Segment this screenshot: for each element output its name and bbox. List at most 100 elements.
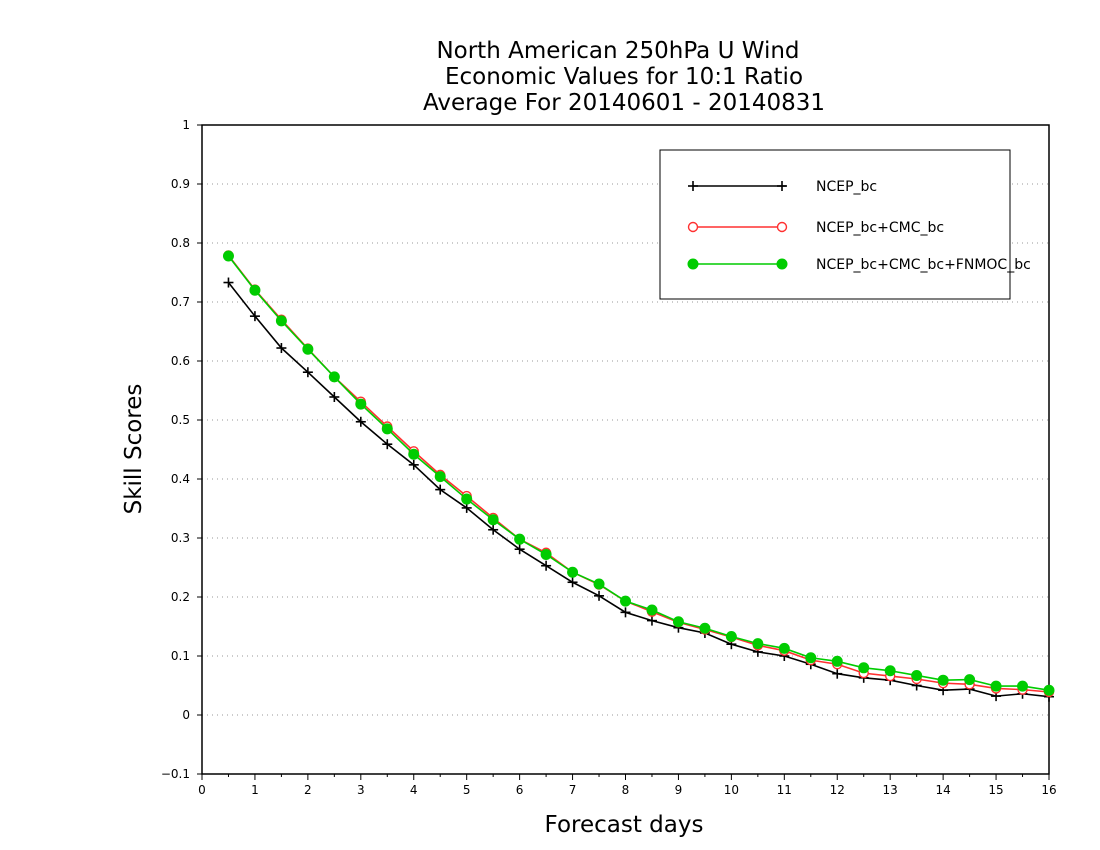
data-point-plus bbox=[276, 343, 287, 354]
data-point-dot bbox=[222, 250, 234, 262]
y-tick-label: 0.2 bbox=[171, 590, 190, 604]
data-point-plus bbox=[514, 544, 525, 555]
axis-ticks: −0.100.10.20.30.40.50.60.70.80.910 1 2 3 4 5 6… bbox=[161, 118, 1057, 797]
data-point-dot bbox=[434, 471, 446, 483]
x-tick-label: 0 bbox=[198, 783, 206, 797]
y-tick-label: 0.9 bbox=[171, 177, 190, 191]
data-point-plus bbox=[620, 607, 631, 618]
chart-title: North American 250hPa U Wind Economic Va… bbox=[423, 38, 825, 116]
data-point-dot bbox=[752, 638, 764, 650]
data-point-plus bbox=[541, 560, 552, 571]
data-point-plus bbox=[777, 181, 787, 191]
data-point-plus bbox=[302, 367, 313, 378]
x-tick-label: 2 bbox=[304, 783, 312, 797]
data-point-plus bbox=[223, 277, 234, 288]
data-point-dot bbox=[805, 652, 817, 664]
legend-entry-3: NCEP_bc+CMC_bc+FNMOC_bc bbox=[687, 257, 1031, 273]
data-point-dot bbox=[646, 604, 658, 616]
series-2 bbox=[223, 250, 1055, 698]
data-point-plus bbox=[567, 577, 578, 588]
data-point-dot bbox=[461, 493, 473, 505]
x-tick-label: 10 bbox=[724, 783, 739, 797]
x-tick-label: 3 bbox=[357, 783, 365, 797]
y-tick-label: 0.4 bbox=[171, 472, 190, 486]
x-tick-label: 7 bbox=[569, 783, 577, 797]
data-point-dot bbox=[487, 514, 499, 526]
data-point-dot bbox=[911, 669, 923, 681]
data-point-circle bbox=[776, 221, 788, 233]
data-point-plus bbox=[832, 668, 843, 679]
data-point-plus bbox=[488, 524, 499, 535]
data-point-dot bbox=[699, 622, 711, 634]
data-point-plus bbox=[382, 439, 393, 450]
x-tick-label: 12 bbox=[830, 783, 845, 797]
x-tick-label: 13 bbox=[883, 783, 898, 797]
data-point-dot bbox=[567, 566, 579, 578]
data-point-dot bbox=[725, 631, 737, 643]
data-point-plus bbox=[594, 590, 605, 601]
data-point-dot bbox=[778, 642, 790, 654]
data-point-dot bbox=[672, 616, 684, 628]
data-point-dot bbox=[540, 549, 552, 561]
data-point-plus bbox=[408, 459, 419, 470]
data-point-dot bbox=[408, 448, 420, 460]
x-tick-label: 9 bbox=[675, 783, 683, 797]
x-tick-label: 8 bbox=[622, 783, 630, 797]
data-point-plus bbox=[355, 416, 366, 427]
legend-entry-1: NCEP_bc bbox=[688, 179, 877, 195]
x-tick-label: 4 bbox=[410, 783, 418, 797]
legend-label: NCEP_bc+CMC_bc bbox=[816, 220, 944, 236]
y-tick-label: 0.6 bbox=[171, 354, 190, 368]
series-3 bbox=[222, 250, 1055, 696]
data-point-dot bbox=[831, 655, 843, 667]
data-point-dot bbox=[990, 680, 1002, 692]
data-point-dot bbox=[964, 674, 976, 686]
y-tick-label: 1 bbox=[182, 118, 190, 132]
legend-label: NCEP_bc bbox=[816, 179, 877, 195]
title-line-3: Average For 20140601 - 20140831 bbox=[423, 90, 825, 116]
data-point-plus bbox=[435, 484, 446, 495]
series-line bbox=[227, 254, 1050, 693]
data-point-dot bbox=[776, 258, 788, 270]
data-point-plus bbox=[688, 181, 698, 191]
y-axis-label: Skill Scores bbox=[121, 384, 147, 515]
x-tick-label: 1 bbox=[251, 783, 259, 797]
y-tick-label: −0.1 bbox=[161, 767, 190, 781]
data-point-dot bbox=[514, 533, 526, 545]
data-point-dot bbox=[593, 578, 605, 590]
data-point-dot bbox=[620, 595, 631, 607]
y-tick-label: 0.1 bbox=[171, 649, 190, 663]
legend: NCEP_bc NCEP_bc+CMC_bc NCEP_bc+CMC_bc+FNMO… bbox=[659, 149, 1031, 300]
y-tick-label: 0.3 bbox=[171, 531, 190, 545]
y-tick-label: 0.8 bbox=[171, 236, 190, 250]
data-point-plus bbox=[249, 311, 260, 322]
y-tick-label: 0.5 bbox=[171, 413, 190, 427]
data-point-dot bbox=[1017, 680, 1029, 692]
data-point-dot bbox=[275, 315, 287, 327]
data-point-dot bbox=[328, 371, 340, 383]
data-point-dot bbox=[381, 423, 393, 435]
x-tick-label: 14 bbox=[935, 783, 950, 797]
data-point-dot bbox=[858, 662, 870, 674]
data-point-plus bbox=[646, 615, 657, 626]
data-point-dot bbox=[302, 343, 314, 355]
x-tick-label: 15 bbox=[988, 783, 1003, 797]
data-point-dot bbox=[355, 398, 367, 410]
data-point-circle bbox=[687, 221, 699, 233]
x-tick-label: 11 bbox=[777, 783, 792, 797]
legend-entry-2: NCEP_bc+CMC_bc bbox=[687, 220, 944, 236]
series-line bbox=[227, 255, 1050, 692]
x-axis-label: Forecast days bbox=[545, 812, 704, 838]
y-tick-label: 0.7 bbox=[171, 295, 190, 309]
data-point-plus bbox=[329, 391, 340, 402]
title-line-2: Economic Values for 10:1 Ratio bbox=[445, 64, 803, 90]
series-line bbox=[227, 282, 1050, 698]
legend-box bbox=[659, 149, 1011, 300]
series-1 bbox=[223, 277, 1054, 702]
y-tick-label: 0 bbox=[182, 708, 190, 722]
data-point-dot bbox=[884, 665, 896, 677]
data-point-dot bbox=[249, 284, 261, 296]
title-line-1: North American 250hPa U Wind bbox=[436, 38, 799, 64]
series-lines bbox=[222, 250, 1055, 702]
